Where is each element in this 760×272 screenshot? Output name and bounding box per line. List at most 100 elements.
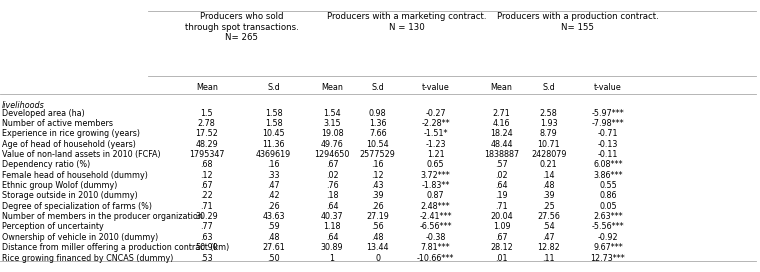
Text: 7.66: 7.66 bbox=[369, 129, 387, 138]
Text: .47: .47 bbox=[543, 233, 555, 242]
Text: Developed area (ha): Developed area (ha) bbox=[2, 109, 84, 118]
Text: .71: .71 bbox=[496, 202, 508, 211]
Text: .76: .76 bbox=[326, 181, 338, 190]
Text: 3.72***: 3.72*** bbox=[420, 171, 451, 180]
Text: 2.58: 2.58 bbox=[540, 109, 558, 118]
Text: .26: .26 bbox=[268, 202, 280, 211]
Text: 2.71: 2.71 bbox=[492, 109, 511, 118]
Text: 18.24: 18.24 bbox=[490, 129, 513, 138]
Text: 4369619: 4369619 bbox=[256, 150, 291, 159]
Text: .02: .02 bbox=[326, 171, 338, 180]
Text: -0.92: -0.92 bbox=[597, 233, 619, 242]
Text: 10.54: 10.54 bbox=[366, 140, 389, 149]
Text: 1.21: 1.21 bbox=[426, 150, 445, 159]
Text: .59: .59 bbox=[268, 222, 280, 231]
Text: .11: .11 bbox=[543, 254, 555, 262]
Text: -0.27: -0.27 bbox=[425, 109, 446, 118]
Text: 2.78: 2.78 bbox=[198, 119, 216, 128]
Text: .18: .18 bbox=[326, 191, 338, 200]
Text: -0.38: -0.38 bbox=[426, 233, 445, 242]
Text: .50: .50 bbox=[268, 254, 280, 262]
Text: -7.98***: -7.98*** bbox=[592, 119, 624, 128]
Text: Number of members in the producer organization: Number of members in the producer organi… bbox=[2, 212, 202, 221]
Text: .12: .12 bbox=[372, 171, 384, 180]
Text: -0.11: -0.11 bbox=[598, 150, 618, 159]
Text: Degree of specialization of farms (%): Degree of specialization of farms (%) bbox=[2, 202, 151, 211]
Text: 7.81***: 7.81*** bbox=[421, 243, 450, 252]
Text: Producers with a marketing contract.
N = 130: Producers with a marketing contract. N =… bbox=[327, 12, 486, 32]
Text: 20.04: 20.04 bbox=[490, 212, 513, 221]
Text: 1.54: 1.54 bbox=[323, 109, 341, 118]
Text: Mean: Mean bbox=[491, 83, 512, 92]
Text: 2577529: 2577529 bbox=[359, 150, 396, 159]
Text: 27.19: 27.19 bbox=[366, 212, 389, 221]
Text: .67: .67 bbox=[201, 181, 213, 190]
Text: 40.37: 40.37 bbox=[321, 212, 344, 221]
Text: .26: .26 bbox=[372, 202, 384, 211]
Text: 12.82: 12.82 bbox=[537, 243, 560, 252]
Text: .56: .56 bbox=[372, 222, 384, 231]
Text: 1: 1 bbox=[330, 254, 334, 262]
Text: Number of active members: Number of active members bbox=[2, 119, 112, 128]
Text: 1.5: 1.5 bbox=[201, 109, 213, 118]
Text: 0.86: 0.86 bbox=[599, 191, 617, 200]
Text: .25: .25 bbox=[543, 202, 555, 211]
Text: Mean: Mean bbox=[321, 83, 343, 92]
Text: 48.44: 48.44 bbox=[490, 140, 513, 149]
Text: 1.58: 1.58 bbox=[264, 109, 283, 118]
Text: 30.89: 30.89 bbox=[321, 243, 344, 252]
Text: t-value: t-value bbox=[594, 83, 622, 92]
Text: -6.56***: -6.56*** bbox=[420, 222, 451, 231]
Text: 10.45: 10.45 bbox=[262, 129, 285, 138]
Text: 0.65: 0.65 bbox=[426, 160, 445, 169]
Text: Experience in rice growing (years): Experience in rice growing (years) bbox=[2, 129, 140, 138]
Text: 2.48***: 2.48*** bbox=[421, 202, 450, 211]
Text: 17.52: 17.52 bbox=[195, 129, 218, 138]
Text: Producers with a production contract.
N= 155: Producers with a production contract. N=… bbox=[497, 12, 658, 32]
Text: .53: .53 bbox=[201, 254, 213, 262]
Text: .16: .16 bbox=[268, 160, 280, 169]
Text: 0.05: 0.05 bbox=[599, 202, 617, 211]
Text: Producers who sold
through spot transactions.
N= 265: Producers who sold through spot transact… bbox=[185, 12, 299, 42]
Text: livelihoods: livelihoods bbox=[2, 101, 44, 110]
Text: -1.23: -1.23 bbox=[426, 140, 445, 149]
Text: 2428079: 2428079 bbox=[531, 150, 566, 159]
Text: .48: .48 bbox=[372, 233, 384, 242]
Text: 6.08***: 6.08*** bbox=[594, 160, 622, 169]
Text: .71: .71 bbox=[201, 202, 213, 211]
Text: 27.56: 27.56 bbox=[537, 212, 560, 221]
Text: .67: .67 bbox=[496, 233, 508, 242]
Text: 0.98: 0.98 bbox=[369, 109, 387, 118]
Text: Ethnic group Wolof (dummy): Ethnic group Wolof (dummy) bbox=[2, 181, 117, 190]
Text: .64: .64 bbox=[326, 202, 338, 211]
Text: 1.09: 1.09 bbox=[492, 222, 511, 231]
Text: .64: .64 bbox=[326, 233, 338, 242]
Text: 3.15: 3.15 bbox=[323, 119, 341, 128]
Text: 12.73***: 12.73*** bbox=[591, 254, 625, 262]
Text: Value of non-land assets in 2010 (FCFA): Value of non-land assets in 2010 (FCFA) bbox=[2, 150, 160, 159]
Text: Ownership of vehicle in 2010 (dummy): Ownership of vehicle in 2010 (dummy) bbox=[2, 233, 158, 242]
Text: 11.36: 11.36 bbox=[262, 140, 285, 149]
Text: Mean: Mean bbox=[196, 83, 217, 92]
Text: 1838887: 1838887 bbox=[484, 150, 519, 159]
Text: .16: .16 bbox=[372, 160, 384, 169]
Text: .33: .33 bbox=[268, 171, 280, 180]
Text: -10.66***: -10.66*** bbox=[416, 254, 454, 262]
Text: -1.83**: -1.83** bbox=[421, 181, 450, 190]
Text: 1.18: 1.18 bbox=[323, 222, 341, 231]
Text: 9.67***: 9.67*** bbox=[593, 243, 623, 252]
Text: 27.61: 27.61 bbox=[262, 243, 285, 252]
Text: t-value: t-value bbox=[422, 83, 449, 92]
Text: -0.13: -0.13 bbox=[598, 140, 618, 149]
Text: 19.08: 19.08 bbox=[321, 129, 344, 138]
Text: .48: .48 bbox=[543, 181, 555, 190]
Text: .43: .43 bbox=[372, 181, 384, 190]
Text: 4.16: 4.16 bbox=[492, 119, 511, 128]
Text: .77: .77 bbox=[201, 222, 213, 231]
Text: 1.58: 1.58 bbox=[264, 119, 283, 128]
Text: -5.97***: -5.97*** bbox=[591, 109, 625, 118]
Text: .14: .14 bbox=[543, 171, 555, 180]
Text: .63: .63 bbox=[201, 233, 213, 242]
Text: Dependency ratio (%): Dependency ratio (%) bbox=[2, 160, 90, 169]
Text: 10.71: 10.71 bbox=[537, 140, 560, 149]
